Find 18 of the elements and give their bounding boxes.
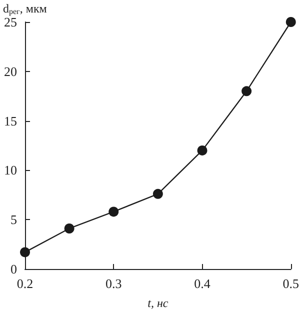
y-tick-label: 25 [4, 14, 17, 30]
point [197, 145, 208, 156]
y-tick-label: 20 [4, 64, 17, 79]
point [152, 188, 163, 199]
point [108, 206, 119, 217]
x-tick-label: 0.3 [106, 276, 122, 291]
point [20, 247, 30, 258]
point [286, 17, 296, 27]
x-tick-label: 0.5 [282, 276, 299, 291]
y-tick-label: 0 [10, 262, 17, 276]
point [242, 86, 252, 96]
y-tick-label: 15 [4, 113, 17, 128]
x-tick-label: 0.2 [16, 276, 34, 291]
y-tick-label: 5 [10, 212, 17, 228]
x-axis-title: t, нс [148, 296, 169, 310]
point [64, 223, 74, 234]
x-tick-label: 0.4 [194, 276, 211, 291]
y-tick-label: 10 [4, 162, 17, 178]
